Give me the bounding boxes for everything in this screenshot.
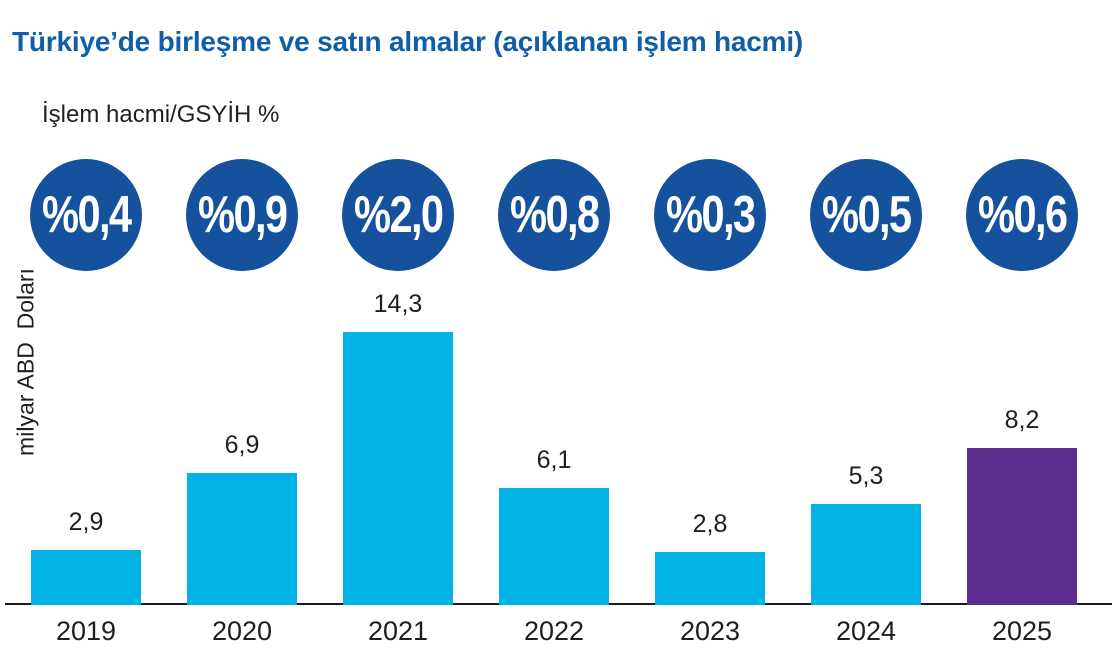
bar-2024 xyxy=(811,504,921,605)
bar-value-label: 2,8 xyxy=(692,510,728,538)
bar-value-label: 5,3 xyxy=(848,462,884,490)
gdp-ratio-header: İşlem hacmi/GSYİH % xyxy=(42,101,280,128)
gdp-ratio-badge: %2,0 xyxy=(342,159,454,271)
chart-title: Türkiye’de birleşme ve satın almalar (aç… xyxy=(12,26,804,57)
gdp-ratio-value: %2,0 xyxy=(353,186,444,244)
gdp-ratio-value: %0,5 xyxy=(821,186,912,244)
bar-value-label: 2,9 xyxy=(68,508,104,536)
gdp-ratio-badge: %0,6 xyxy=(966,159,1078,271)
gdp-ratio-value: %0,3 xyxy=(665,186,756,244)
x-axis-tick-label: 2020 xyxy=(211,616,273,646)
x-axis-tick-label: 2022 xyxy=(523,616,585,646)
gdp-ratio-badge: %0,8 xyxy=(498,159,610,271)
x-axis-tick-label: 2023 xyxy=(679,616,741,646)
x-axis-tick-label: 2025 xyxy=(991,616,1053,646)
x-axis-tick-label: 2024 xyxy=(835,616,897,646)
gdp-ratio-value: %0,8 xyxy=(509,186,600,244)
gdp-ratio-value: %0,9 xyxy=(197,186,288,244)
bar-2023 xyxy=(655,552,765,605)
bar-value-label: 6,1 xyxy=(536,446,572,474)
bar-2025 xyxy=(967,448,1077,605)
bar-value-label: 8,2 xyxy=(1004,406,1040,434)
gdp-ratio-badge: %0,5 xyxy=(810,159,922,271)
bar-2019 xyxy=(31,550,141,605)
gdp-ratio-badge: %0,9 xyxy=(186,159,298,271)
bar-2021 xyxy=(343,332,453,605)
gdp-ratio-value: %0,4 xyxy=(41,186,132,244)
bar-value-label: 14,3 xyxy=(373,290,423,318)
bar-2020 xyxy=(187,473,297,605)
gdp-ratio-badge: %0,3 xyxy=(654,159,766,271)
x-axis-tick-label: 2019 xyxy=(55,616,117,646)
bar-2022 xyxy=(499,488,609,605)
y-axis-label: milyar ABD Doları xyxy=(12,268,39,456)
gdp-ratio-value: %0,6 xyxy=(977,186,1068,244)
x-axis-tick-label: 2021 xyxy=(367,616,429,646)
bar-value-label: 6,9 xyxy=(224,431,260,459)
gdp-ratio-badge: %0,4 xyxy=(30,159,142,271)
